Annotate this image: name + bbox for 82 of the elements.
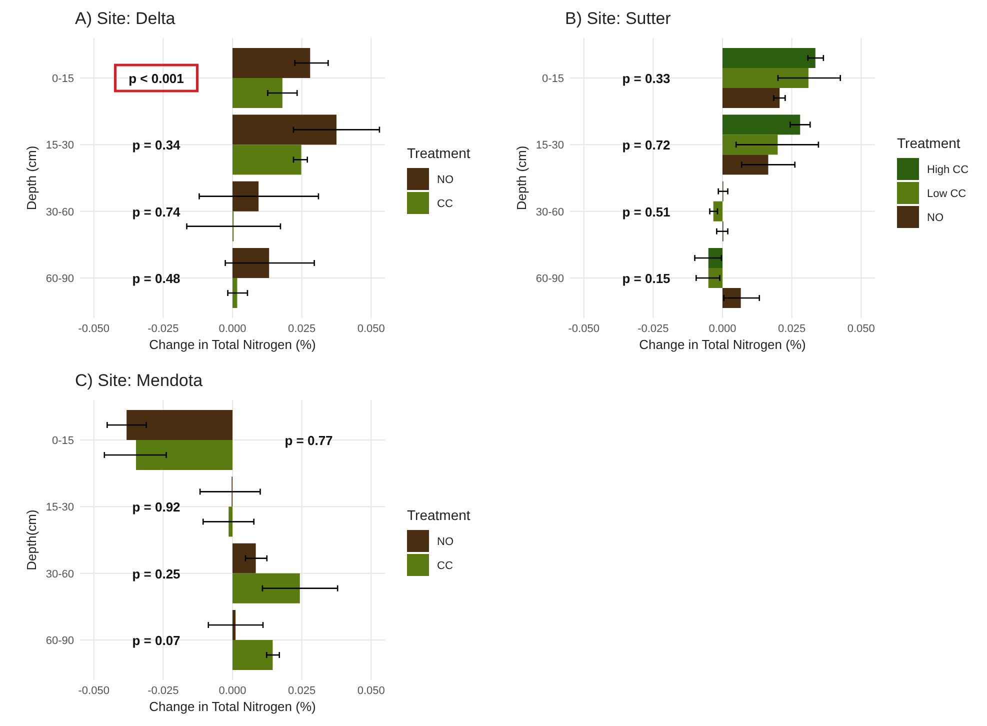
annotation: p = 0.15 xyxy=(622,271,670,286)
y-tick-label: 60-90 xyxy=(46,273,74,285)
annotation: p = 0.34 xyxy=(132,138,182,153)
bar xyxy=(228,506,232,537)
bar xyxy=(722,88,780,108)
legend-label: NO xyxy=(437,536,454,548)
legend-label: Low CC xyxy=(927,188,966,200)
y-tick-label: 0-15 xyxy=(52,73,74,85)
bar xyxy=(722,48,816,68)
bar xyxy=(232,114,336,145)
bar xyxy=(722,288,741,308)
x-tick-label: -0.050 xyxy=(78,323,110,335)
bar xyxy=(232,248,270,278)
annotation: p = 0.51 xyxy=(622,204,670,220)
x-axis-title: Change in Total Nitrogen (%) xyxy=(639,337,806,352)
bar xyxy=(232,543,256,574)
bar xyxy=(708,248,722,268)
legend-title: Treatment xyxy=(407,507,470,523)
annotation: p = 0.33 xyxy=(622,71,670,86)
x-tick-label: -0.050 xyxy=(568,323,600,335)
legend-title: Treatment xyxy=(897,135,960,151)
x-tick-label: 0.025 xyxy=(778,323,806,335)
y-tick-label: 60-90 xyxy=(46,635,74,647)
bar xyxy=(232,48,310,78)
bar xyxy=(232,181,259,212)
x-tick-label: 0.000 xyxy=(708,323,736,335)
bar xyxy=(136,440,232,470)
legend-label: CC xyxy=(437,560,453,572)
annotation: p = 0.48 xyxy=(132,271,180,286)
bar xyxy=(232,573,300,604)
x-tick-label: -0.025 xyxy=(638,323,669,335)
y-tick-label: 0-15 xyxy=(542,73,564,85)
y-axis-title: Depth (cm) xyxy=(514,146,529,210)
chart-title: B) Site: Sutter xyxy=(565,9,672,28)
x-tick-label: 0.025 xyxy=(288,685,316,697)
bar xyxy=(722,68,808,88)
bar xyxy=(232,278,238,308)
x-tick-label: 0.050 xyxy=(847,323,875,335)
annotation: p = 0.77 xyxy=(284,433,333,448)
bar xyxy=(722,114,800,135)
annotation: p = 0.25 xyxy=(132,566,180,582)
y-tick-label: 0-15 xyxy=(52,435,74,447)
x-axis-title: Change in Total Nitrogen (%) xyxy=(149,337,316,352)
x-tick-label: -0.050 xyxy=(78,685,110,697)
x-tick-label: 0.050 xyxy=(357,685,385,697)
bar xyxy=(232,144,302,175)
bar xyxy=(232,78,282,108)
bar xyxy=(232,640,273,670)
chart-title: A) Site: Delta xyxy=(75,9,176,28)
annotation: p = 0.92 xyxy=(132,500,180,515)
y-tick-label: 15-30 xyxy=(536,140,564,152)
y-axis-title: Depth (cm) xyxy=(24,146,39,210)
y-tick-label: 15-30 xyxy=(46,140,74,152)
x-tick-label: 0.025 xyxy=(288,323,316,335)
y-tick-label: 30-60 xyxy=(46,206,74,218)
y-axis-title: Depth(cm) xyxy=(24,510,39,570)
annotation: p < 0.001 xyxy=(128,71,184,86)
bar xyxy=(722,154,768,175)
bar xyxy=(722,134,778,155)
y-tick-label: 30-60 xyxy=(536,206,564,218)
x-tick-label: 0.050 xyxy=(357,323,385,335)
x-axis-title: Change in Total Nitrogen (%) xyxy=(149,699,316,714)
annotation: p = 0.07 xyxy=(132,633,180,648)
y-tick-label: 60-90 xyxy=(536,273,564,285)
bar xyxy=(713,201,722,222)
y-tick-label: 30-60 xyxy=(46,568,74,580)
legend-label: High CC xyxy=(927,164,969,176)
bar xyxy=(708,268,722,288)
annotation: p = 0.74 xyxy=(132,204,182,220)
x-tick-label: -0.025 xyxy=(148,323,179,335)
y-tick-label: 15-30 xyxy=(46,502,74,514)
bar xyxy=(126,410,232,440)
bar xyxy=(232,610,236,640)
x-tick-label: 0.000 xyxy=(218,685,246,697)
legend-title: Treatment xyxy=(407,145,470,161)
x-tick-label: -0.025 xyxy=(148,685,179,697)
legend-label: CC xyxy=(437,198,453,210)
legend-label: NO xyxy=(927,212,944,224)
x-tick-label: 0.000 xyxy=(218,323,246,335)
legend-label: NO xyxy=(437,174,454,186)
annotation: p = 0.72 xyxy=(622,138,670,153)
chart-title: C) Site: Mendota xyxy=(75,371,204,390)
